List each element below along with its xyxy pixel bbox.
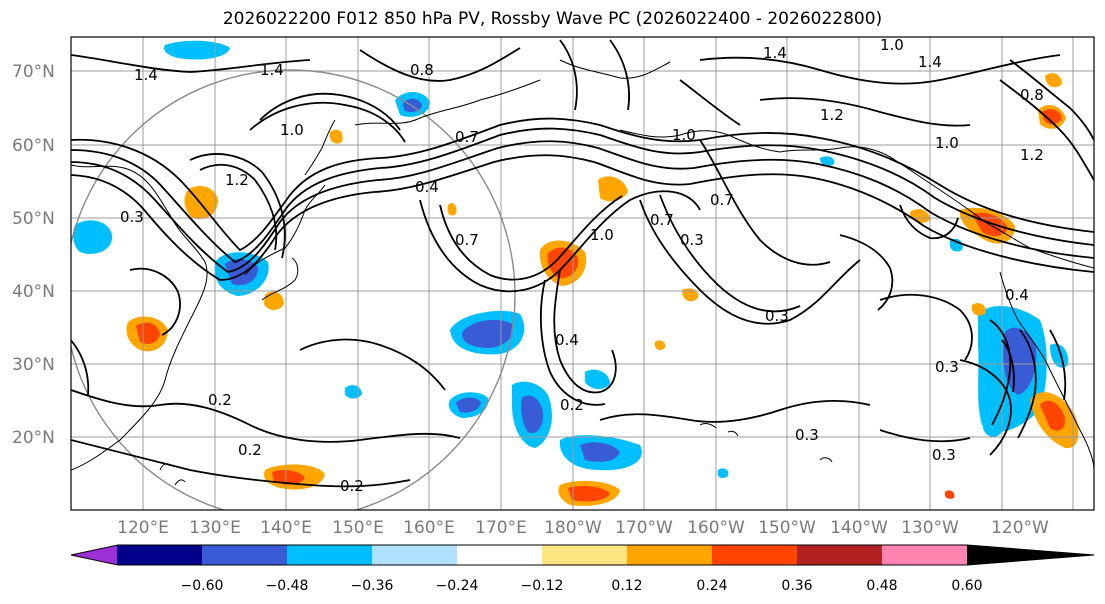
- reference-circle: [71, 69, 516, 510]
- contour-label: 0.3: [932, 446, 956, 464]
- lat-label: 30°N: [12, 355, 55, 375]
- colorbar-tick: −0.48: [266, 578, 309, 594]
- colorbar-swatch: [202, 545, 288, 565]
- lon-label: 120°W: [991, 518, 1049, 538]
- colorbar-swatch: [797, 545, 883, 565]
- colorbar-tick: 0.48: [866, 578, 897, 594]
- contour-label: 1.4: [763, 44, 787, 62]
- contour-label: 1.0: [880, 36, 904, 54]
- colorbar-swatch: [542, 545, 628, 565]
- colorbar-tick: 0.60: [951, 578, 982, 594]
- contour-label: 1.2: [820, 106, 844, 124]
- contour-label: 1.2: [1020, 146, 1044, 164]
- colorbar-tick: 0.24: [696, 578, 727, 594]
- lat-label: 70°N: [12, 62, 55, 82]
- contour-label: 0.8: [1020, 86, 1044, 104]
- contour-label: 0.2: [208, 391, 232, 409]
- contour-label: 0.3: [120, 208, 144, 226]
- contour-label: 0.7: [650, 211, 674, 229]
- colorbar-tick: −0.60: [181, 578, 224, 594]
- colorbar-swatch: [627, 545, 713, 565]
- colorbar-tick: −0.12: [521, 578, 564, 594]
- contour-label: 1.0: [280, 121, 304, 139]
- lon-label: 150°W: [758, 518, 816, 538]
- colorbar-outline: [70, 544, 1095, 566]
- contour-label: 0.7: [455, 231, 479, 249]
- contour-label: 0.3: [935, 358, 959, 376]
- lon-label: 120°E: [117, 518, 169, 538]
- lon-label: 170°E: [475, 518, 527, 538]
- lon-label: 170°W: [615, 518, 673, 538]
- lon-label: 160°E: [403, 518, 455, 538]
- pv-contours: [71, 39, 1094, 488]
- contour-label: 0.4: [555, 331, 579, 349]
- latitude-labels: 70°N 60°N 50°N 40°N 30°N 20°N: [12, 62, 55, 448]
- colorbar-tick: −0.36: [351, 578, 394, 594]
- contour-label: 1.4: [918, 53, 942, 71]
- contour-label: 0.2: [560, 396, 584, 414]
- contour-label: 0.2: [340, 477, 364, 495]
- longitude-labels: 120°E 130°E 140°E 150°E 160°E 170°E 180°…: [117, 518, 1049, 538]
- colorbar-swatch: [882, 545, 968, 565]
- colorbar-swatch: [287, 545, 373, 565]
- lon-label: 150°E: [332, 518, 384, 538]
- contour-label: 0.4: [415, 178, 439, 196]
- lon-label: 160°W: [687, 518, 745, 538]
- lon-label: 180°W: [544, 518, 602, 538]
- contour-label: 0.8: [410, 61, 434, 79]
- contour-label: 1.0: [935, 134, 959, 152]
- colorbar-right-extend: [967, 545, 1094, 565]
- contour-label: 0.7: [710, 191, 734, 209]
- contour-label: 1.0: [590, 226, 614, 244]
- lon-label: 140°W: [830, 518, 888, 538]
- graticule: [71, 37, 1094, 510]
- colorbar-tick: 0.12: [611, 578, 642, 594]
- colorbar: −0.60 −0.48 −0.36 −0.24 −0.12 0.12 0.24 …: [70, 544, 1095, 594]
- map-frame: [70, 36, 1095, 511]
- colorbar-left-extend: [71, 545, 118, 565]
- lat-label: 60°N: [12, 136, 55, 156]
- contour-label: 0.7: [455, 128, 479, 146]
- contour-label: 0.3: [795, 426, 819, 444]
- contour-labels: 1.4 1.4 1.4 1.4 1.0 1.0 1.0 1.0 1.0 1.2 …: [120, 36, 1044, 495]
- contour-label: 0.3: [680, 231, 704, 249]
- lat-label: 50°N: [12, 209, 55, 229]
- lon-label: 130°E: [189, 518, 241, 538]
- lat-label: 40°N: [12, 282, 55, 302]
- contour-label: 0.4: [1005, 286, 1029, 304]
- lat-label: 20°N: [12, 428, 55, 448]
- contour-label: 1.2: [225, 171, 249, 189]
- map-title: 2026022200 F012 850 hPa PV, Rossby Wave …: [222, 9, 883, 29]
- colorbar-swatch: [372, 545, 458, 565]
- lon-label: 140°E: [260, 518, 312, 538]
- contour-label: 1.4: [134, 66, 158, 84]
- colorbar-swatch: [117, 545, 203, 565]
- colorbar-swatch: [712, 545, 798, 565]
- contour-label: 1.0: [672, 126, 696, 144]
- colorbar-tick: −0.24: [436, 578, 479, 594]
- colorbar-swatch: [457, 545, 543, 565]
- contour-label: 0.3: [765, 307, 789, 325]
- coastlines: [71, 59, 1094, 486]
- contour-label: 1.4: [260, 61, 284, 79]
- contour-label: 0.2: [238, 441, 262, 459]
- colorbar-tick: 0.36: [781, 578, 812, 594]
- lon-label: 130°W: [901, 518, 959, 538]
